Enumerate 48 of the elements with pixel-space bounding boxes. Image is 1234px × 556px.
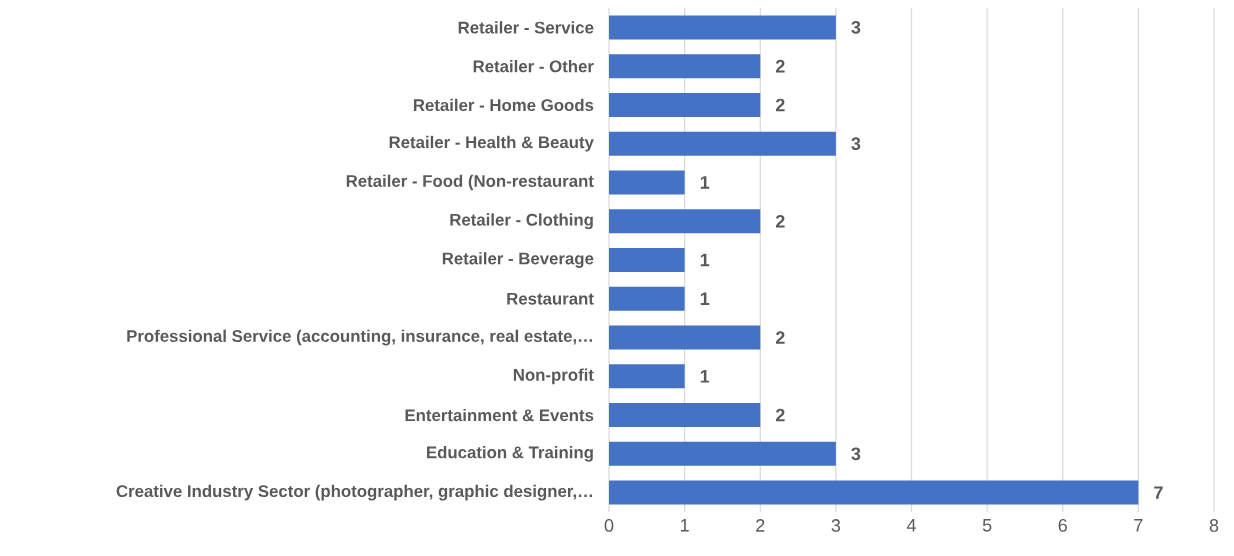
data-label: 3 xyxy=(851,137,861,151)
x-tick-label: 0 xyxy=(604,519,614,532)
y-tick-label: Retailer - Other xyxy=(473,59,594,73)
bar xyxy=(609,403,761,428)
x-tick-label: 8 xyxy=(1209,519,1219,532)
data-label: 2 xyxy=(775,214,785,228)
data-label: 2 xyxy=(775,331,785,344)
y-tick-label: Restaurant xyxy=(507,292,594,305)
data-label: 7 xyxy=(1154,486,1163,499)
x-tick-label: 7 xyxy=(1134,519,1143,532)
data-label: 3 xyxy=(851,20,861,34)
x-tick-label: 4 xyxy=(906,519,916,532)
bar xyxy=(609,54,761,79)
x-tick-label: 5 xyxy=(982,519,992,532)
bar xyxy=(609,170,685,195)
x-tick-label: 2 xyxy=(756,519,765,532)
y-tick-label: Retailer - Food (Non-restaurant xyxy=(346,174,594,191)
data-label: 1 xyxy=(700,176,710,189)
bar xyxy=(609,325,761,350)
y-tick-label: Retailer - Home Goods xyxy=(413,98,594,112)
data-label: 1 xyxy=(700,370,710,383)
y-tick-label: Retailer - Service xyxy=(458,21,594,34)
y-tick-label: Creative Industry Sector (photographer, graphic designer,… xyxy=(116,484,593,501)
data-label: 2 xyxy=(775,408,785,422)
bar xyxy=(609,131,836,156)
data-label: 2 xyxy=(775,98,785,112)
y-tick-label: Non-profit xyxy=(513,368,594,385)
x-tick-label: 1 xyxy=(681,519,689,532)
y-tick-label: Professional Service (accounting, insurance, real estate,… xyxy=(127,329,593,346)
bar xyxy=(609,441,836,466)
bar xyxy=(609,364,685,389)
bar xyxy=(609,209,761,234)
bar xyxy=(609,92,761,117)
bar xyxy=(609,15,836,40)
bar xyxy=(609,248,685,272)
y-tick-label: Retailer - Beverage xyxy=(442,252,594,268)
bar xyxy=(609,286,685,311)
data-label: 2 xyxy=(775,59,785,73)
y-tick-label: Retailer - Health & Beauty xyxy=(389,135,594,152)
x-tick-label: 6 xyxy=(1058,519,1067,532)
bar xyxy=(609,480,1139,505)
y-tick-label: Education & Training xyxy=(427,445,593,462)
data-label: 1 xyxy=(700,253,710,267)
x-tick-label: 3 xyxy=(831,519,841,532)
data-label: 1 xyxy=(700,292,710,305)
y-tick-label: Entertainment & Events xyxy=(405,408,594,422)
y-tick-label: Retailer - Clothing xyxy=(450,213,593,230)
data-label: 3 xyxy=(851,447,861,461)
